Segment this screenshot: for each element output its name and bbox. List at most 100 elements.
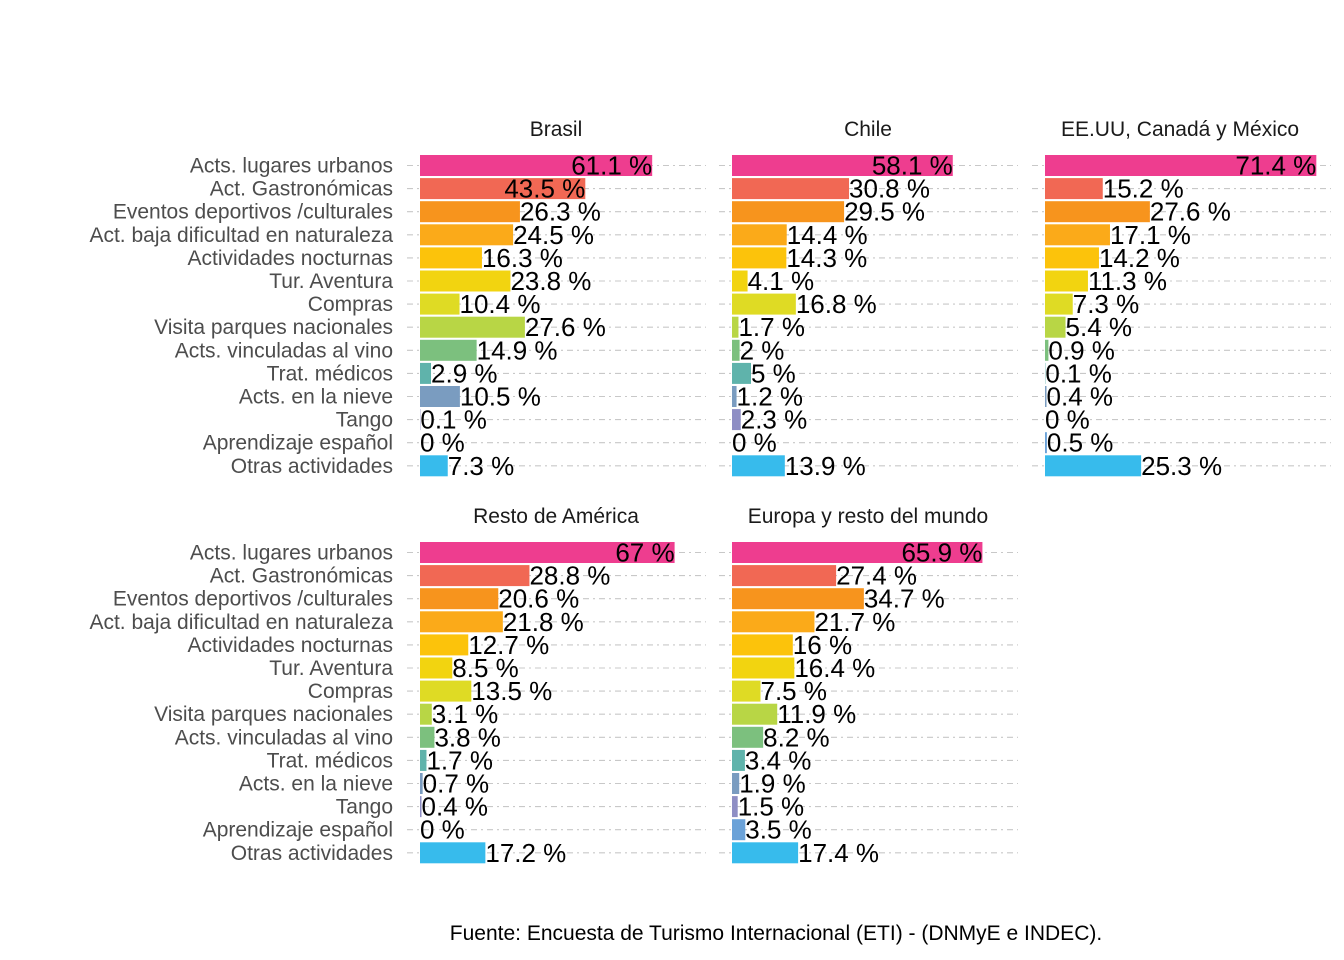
category-label: Acts. lugares urbanos [190, 542, 393, 565]
bar [1045, 224, 1110, 246]
panel-title: Europa y resto del mundo [748, 505, 988, 528]
bar [420, 247, 482, 269]
value-label: 27.4 % [836, 561, 917, 591]
value-label: 3.4 % [745, 745, 812, 775]
value-label: 1.7 % [426, 745, 493, 775]
panel-4: Europa y resto del mundo 65.9 %27.4 %34.7… [719, 505, 1018, 868]
bar [732, 455, 785, 477]
value-label: 71.4 % [1235, 151, 1316, 181]
bar [420, 386, 460, 407]
bar [420, 270, 511, 292]
category-label: Aprendizaje español [203, 819, 393, 842]
value-label: 34.7 % [864, 584, 945, 614]
bar [1045, 178, 1103, 200]
value-label: 17.4 % [798, 838, 879, 868]
bar [420, 703, 432, 725]
value-label: 67 % [615, 538, 674, 568]
bar [1045, 455, 1142, 477]
bar [420, 455, 448, 477]
value-label: 26.3 % [520, 197, 601, 227]
value-label: 3.5 % [745, 815, 812, 845]
bar [420, 201, 520, 223]
value-label: 0.4 % [422, 792, 489, 822]
value-label: 2.9 % [431, 358, 498, 388]
bar [732, 409, 741, 431]
category-label: Compras [308, 293, 393, 316]
panel-1: Chile 58.1 %30.8 %29.5 %14.4 %14.3 %4.1 %… [719, 118, 1018, 481]
bar [732, 339, 740, 361]
bar [1045, 201, 1150, 223]
bar [732, 293, 796, 315]
bar [1045, 432, 1047, 454]
category-label: Compras [308, 680, 393, 703]
value-label: 16.8 % [796, 289, 877, 319]
category-label: Tango [336, 409, 393, 432]
value-label: 21.7 % [814, 607, 895, 637]
value-label: 2 % [740, 335, 785, 365]
bar [732, 316, 739, 338]
value-label: 5 % [751, 358, 796, 388]
category-label: Acts. lugares urbanos [190, 155, 393, 178]
bar [1045, 316, 1066, 338]
bar [420, 155, 653, 176]
value-label: 16.4 % [794, 653, 875, 683]
category-label: Eventos deportivos /culturales [113, 588, 393, 611]
value-label: 2.3 % [741, 405, 808, 435]
bar [732, 842, 799, 864]
bar [420, 316, 525, 338]
bar [732, 680, 761, 702]
bar [732, 634, 793, 656]
category-label: Aprendizaje español [203, 432, 393, 455]
category-label: Tur. Aventura [269, 657, 393, 680]
value-label: 1.5 % [738, 792, 805, 822]
value-label: 7.5 % [761, 676, 828, 706]
bar [420, 796, 422, 818]
category-label: Actividades nocturnas [188, 247, 393, 270]
bar [420, 773, 423, 794]
value-label: 24.5 % [513, 220, 594, 250]
category-label: Visita parques nacionales [154, 316, 393, 339]
value-label: 25.3 % [1141, 451, 1222, 481]
value-label: 13.9 % [785, 451, 866, 481]
value-label: 65.9 % [901, 538, 982, 568]
category-label: Act. Gastronómicas [210, 178, 393, 201]
bar [420, 842, 486, 864]
bar [732, 565, 837, 587]
bar [1045, 386, 1047, 407]
bar [1045, 270, 1088, 292]
value-label: 0.1 % [420, 405, 487, 435]
value-label: 0.9 % [1048, 335, 1115, 365]
bar [732, 270, 748, 292]
category-label: Trat. médicos [267, 749, 393, 772]
panel-title: Chile [844, 118, 892, 141]
value-label: 58.1 % [872, 151, 953, 181]
bar [1045, 293, 1073, 315]
bar [732, 247, 787, 269]
bar [732, 178, 850, 200]
bar [420, 362, 432, 384]
bar [732, 796, 738, 818]
category-label: Acts. vinculadas al vino [175, 726, 393, 749]
bar [732, 819, 746, 841]
value-label: 4.1 % [748, 266, 815, 296]
value-label: 14.9 % [477, 335, 558, 365]
bar [732, 362, 751, 384]
value-label: 7.3 % [448, 451, 515, 481]
value-label: 0.4 % [1047, 382, 1114, 412]
bar [732, 201, 845, 223]
bar [420, 749, 427, 771]
value-label: 1.7 % [738, 312, 805, 342]
value-label: 20.6 % [498, 584, 579, 614]
bar [420, 657, 453, 679]
bar [732, 611, 815, 633]
value-label: 16 % [793, 630, 852, 660]
value-label: 14.4 % [787, 220, 868, 250]
value-label: 0 % [732, 428, 777, 458]
bar [420, 224, 514, 246]
value-label: 17.2 % [485, 838, 566, 868]
value-label: 14.2 % [1099, 243, 1180, 273]
value-label: 0 % [420, 815, 465, 845]
value-label: 3.1 % [432, 699, 499, 729]
bar [420, 565, 530, 587]
panel-title: EE.UU, Canadá y México [1061, 118, 1299, 141]
